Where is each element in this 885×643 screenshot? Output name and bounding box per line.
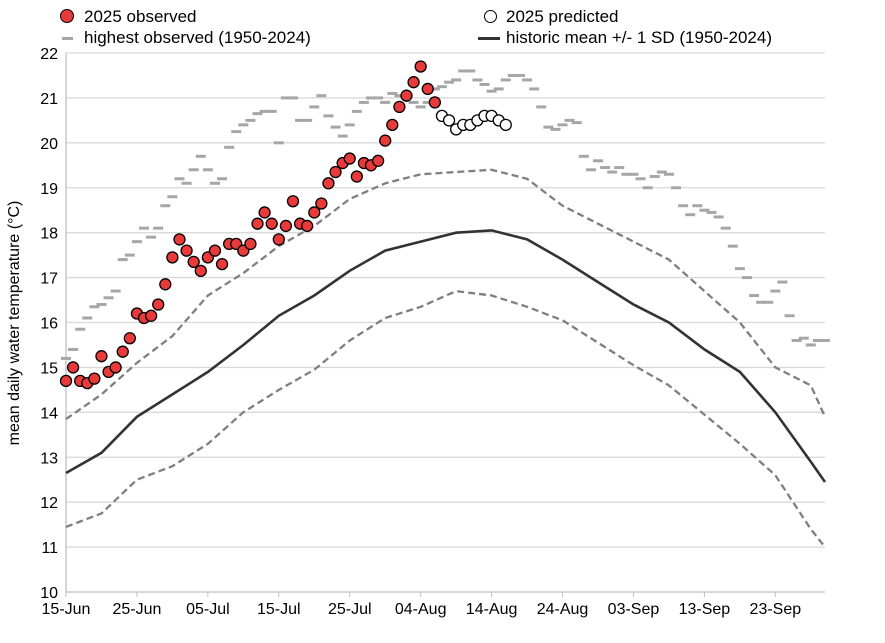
observed-point: [152, 298, 165, 311]
observed-point: [421, 82, 434, 96]
legend-observed-label: 2025 observed: [84, 7, 197, 26]
y-tick-label: 16: [40, 316, 58, 333]
observed-point: [258, 206, 271, 219]
x-tick-label: 13-Sep: [679, 601, 731, 618]
x-tick-label: 25-Jun: [112, 601, 161, 618]
observed-point: [265, 217, 278, 230]
observed-point: [159, 278, 172, 291]
y-tick-label: 21: [40, 91, 58, 108]
x-tick-label: 15-Jun: [42, 601, 91, 618]
observed-point: [88, 372, 101, 385]
x-tick-label: 05-Jul: [186, 601, 230, 618]
observed-point: [208, 244, 222, 257]
y-axis-label: mean daily water temperature (°C): [6, 200, 23, 446]
x-tick-label: 03-Sep: [608, 601, 660, 618]
observed-point: [66, 361, 80, 374]
observed-point: [379, 134, 392, 147]
observed-point: [343, 152, 356, 165]
mean-minus-sd-line: [65, 289, 826, 548]
legend-predicted-marker: [484, 10, 497, 23]
observed-point: [123, 332, 136, 345]
observed-point: [308, 206, 321, 219]
observed-point: [371, 154, 385, 167]
y-tick-label: 15: [40, 360, 58, 377]
x-tick-label: 23-Sep: [750, 601, 802, 618]
y-tick-label: 11: [41, 540, 58, 557]
y-tick-label: 17: [40, 271, 58, 288]
observed-point: [215, 257, 229, 271]
observed-point: [59, 374, 73, 388]
legend-mean-label: historic mean +/- 1 SD (1950-2024): [506, 28, 772, 47]
predicted-point: [499, 118, 512, 132]
observed-point: [393, 100, 406, 114]
x-tick-label: 15-Jul: [257, 601, 301, 618]
observed-point: [407, 76, 420, 89]
mean-plus-sd-line: [65, 168, 827, 421]
observed-point: [194, 264, 207, 277]
observed-point: [180, 244, 193, 257]
observed-point: [166, 251, 179, 264]
legend-mean-marker: [478, 37, 500, 40]
observed-point: [286, 195, 300, 208]
observed-point: [414, 60, 427, 73]
observed-point: [329, 165, 342, 179]
legend-highest-marker: [62, 37, 73, 40]
observed-point: [350, 170, 363, 183]
observed-point: [116, 345, 129, 358]
observed-point: [386, 118, 399, 132]
y-tick-label: 13: [40, 450, 58, 467]
observed-point: [251, 217, 264, 230]
observed-point: [315, 197, 328, 210]
observed-point: [244, 237, 257, 251]
observed-point: [301, 219, 314, 233]
legend-highest-label: highest observed (1950-2024): [84, 28, 311, 47]
y-tick-label: 12: [40, 495, 58, 512]
observed-point: [322, 177, 335, 190]
observed-point: [173, 233, 186, 246]
observed-point: [428, 96, 442, 109]
y-tick-label: 18: [40, 226, 58, 243]
observed-point: [400, 89, 413, 102]
y-tick-label: 14: [40, 405, 58, 422]
x-tick-label: 25-Jul: [328, 601, 372, 618]
legend-observed-marker: [60, 9, 74, 23]
y-tick-label: 20: [40, 136, 58, 153]
predicted-point: [442, 114, 456, 127]
observed-point: [279, 219, 293, 233]
observed-point: [272, 233, 285, 246]
observed-point: [187, 255, 200, 269]
y-tick-label: 10: [40, 585, 58, 602]
observed-point: [95, 350, 108, 363]
x-tick-label: 24-Aug: [537, 601, 589, 618]
observed-point: [109, 361, 122, 374]
y-tick-label: 19: [40, 181, 58, 198]
x-tick-label: 04-Aug: [395, 601, 447, 618]
historic-mean-line: [65, 229, 827, 483]
observed-point: [144, 309, 158, 322]
y-tick-label: 22: [40, 46, 58, 63]
legend-predicted-label: 2025 predicted: [506, 7, 619, 26]
x-tick-label: 14-Aug: [466, 601, 518, 618]
